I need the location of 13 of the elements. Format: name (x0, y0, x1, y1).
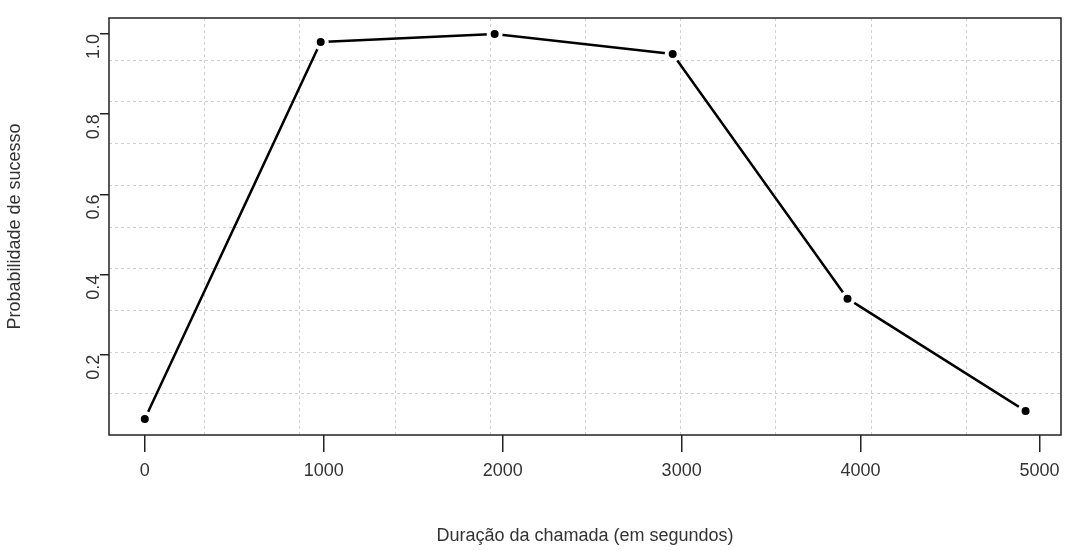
x-tick-label: 5000 (1019, 459, 1060, 480)
y-tick-label: 0.2 (82, 354, 103, 380)
y-tick-label: 0.4 (82, 274, 103, 300)
x-tick-label: 3000 (661, 459, 702, 480)
y-tick-label: 0.6 (82, 194, 103, 220)
x-tick-label: 4000 (840, 459, 881, 480)
x-tick-label: 1000 (303, 459, 344, 480)
x-tick-label: 2000 (482, 459, 523, 480)
y-tick-label: 0.8 (82, 114, 103, 140)
x-axis-title: Duração da chamada (em segundos) (436, 525, 734, 546)
x-tick-label: 0 (139, 459, 150, 480)
y-tick-label: 1.0 (82, 34, 103, 60)
y-axis-title: Probabilidade de sucesso (3, 123, 24, 330)
